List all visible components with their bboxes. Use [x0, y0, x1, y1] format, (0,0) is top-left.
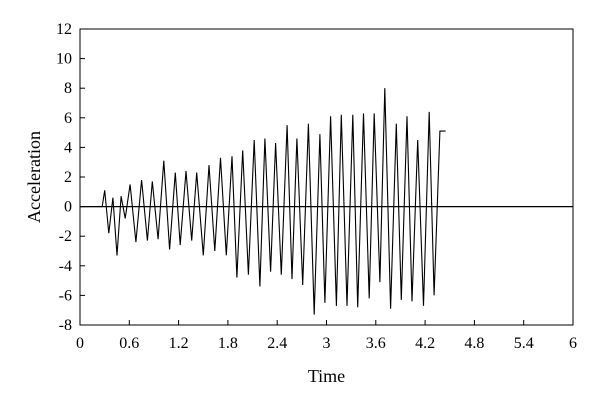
x-tick-label: 0: [76, 335, 84, 352]
y-tick-label: 8: [64, 80, 72, 97]
y-tick-label: 2: [64, 169, 72, 186]
series-line: [80, 88, 446, 315]
x-tick-label: 1.8: [218, 335, 238, 352]
x-tick-label: 4.2: [415, 335, 435, 352]
y-tick-label: 0: [64, 199, 72, 216]
y-tick-label: -8: [59, 317, 72, 334]
x-tick-label: 3.6: [366, 335, 386, 352]
x-tick-label: 3: [323, 335, 331, 352]
ticks-layer: [79, 28, 574, 326]
plot-frame: [79, 28, 574, 326]
y-tick-label: 12: [56, 21, 72, 38]
y-tick-label: 6: [64, 110, 72, 127]
x-tick-label: 4.8: [464, 335, 484, 352]
y-tick-label: -4: [59, 258, 72, 275]
x-tick-label: 1.2: [169, 335, 189, 352]
y-axis-title: Acceleration: [24, 131, 44, 223]
y-tick-label: 10: [56, 51, 72, 68]
x-tick-label: 6: [569, 335, 577, 352]
y-tick-label: -6: [59, 287, 72, 304]
y-tick-label: 4: [64, 139, 72, 156]
x-tick-label: 5.4: [514, 335, 534, 352]
x-tick-label: 0.6: [119, 335, 139, 352]
y-tick-label: -2: [59, 228, 72, 245]
x-tick-label: 2.4: [267, 335, 287, 352]
x-axis-title: Time: [308, 366, 345, 386]
labels-layer: 0 0.6 1.2 1.8 2.4 3 3.6 4.2 4.8 5.4 6 -8 -6 -4 -2 0 2 4 6 8…: [56, 21, 577, 352]
